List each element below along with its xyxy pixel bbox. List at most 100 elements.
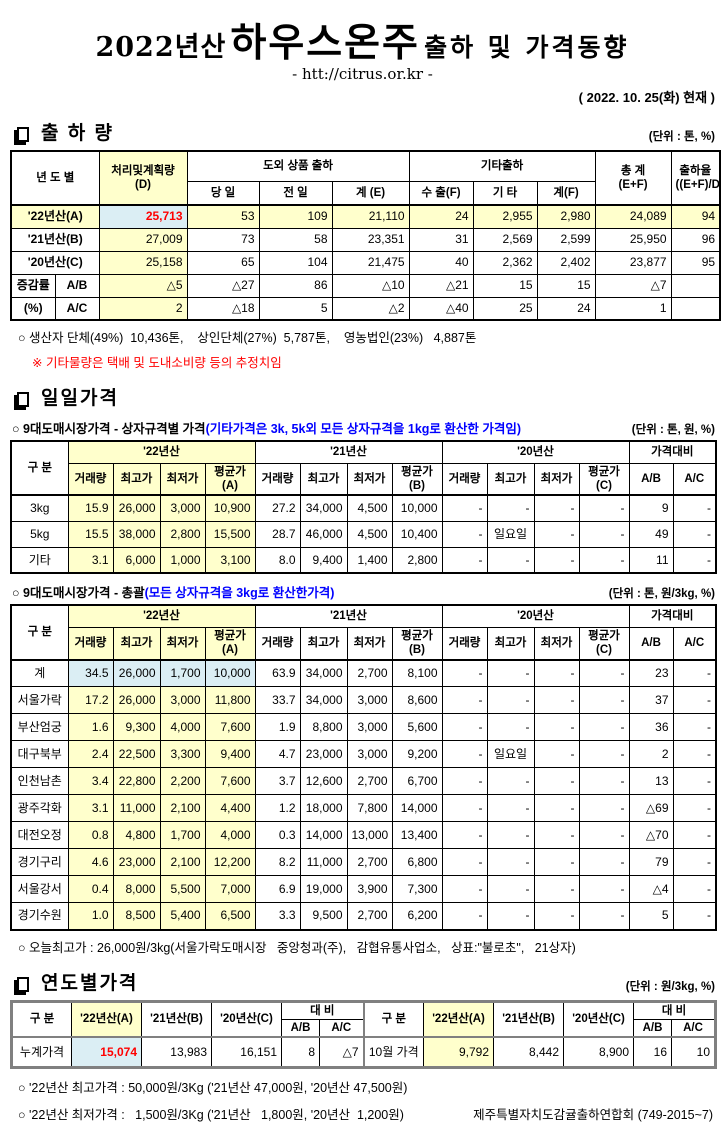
table-cell: 1,000 — [159, 546, 206, 574]
table-cell: - — [533, 902, 580, 930]
table-cell: 1.6 — [67, 713, 114, 741]
table-cell: - — [672, 686, 717, 714]
column-header: 대 비 — [633, 1000, 717, 1020]
table-cell: - — [441, 794, 488, 822]
table-cell: 18,000 — [299, 794, 348, 822]
column-header: A/C — [672, 626, 717, 661]
table-cell: 21,475 — [331, 250, 410, 275]
table-cell: - — [441, 821, 488, 849]
table-cell: 2,800 — [159, 520, 206, 548]
table-cell: 15.5 — [67, 520, 114, 548]
daily-subtitle-box-note: (기타가격은 3k, 5k외 모든 상자규격을 1kg로 환산한 가격임) — [205, 422, 522, 436]
col-year: 년 도 별 — [10, 150, 100, 206]
table-cell: - — [486, 875, 535, 903]
table-cell: 11,000 — [112, 794, 161, 822]
table-cell: - — [533, 686, 580, 714]
column-header: 가격대비 — [628, 604, 717, 628]
unit-label-box-table: (단위 : 톤, 원, %) — [631, 424, 715, 436]
table-cell: 86 — [258, 273, 333, 298]
column-header: 최저가 — [346, 626, 393, 661]
table-cell: 9,300 — [112, 713, 161, 741]
table-cell: 5 — [258, 296, 333, 321]
table-cell: 1,400 — [346, 546, 393, 574]
table-cell: 23,000 — [299, 740, 348, 768]
table-cell: - — [533, 848, 580, 876]
table-cell: - — [578, 875, 630, 903]
column-header: '22년산(A) — [423, 1000, 495, 1038]
unit-label-yearly: (단위 : 원/3kg, %) — [625, 980, 715, 993]
row-label: 부산엄궁 — [10, 713, 69, 741]
table-cell: 6.9 — [254, 875, 301, 903]
column-header: A/B — [628, 462, 674, 496]
row-label: '22년산(A) — [10, 204, 100, 229]
table-cell: 25,713 — [98, 204, 188, 229]
column-header: 최고가 — [112, 462, 161, 496]
col-planned: 처리및계획량 (D) — [98, 150, 188, 206]
table-cell: 34,000 — [299, 686, 348, 714]
table-cell: 2,700 — [346, 902, 393, 930]
table-cell: 95 — [670, 250, 721, 275]
table-cell: - — [578, 713, 630, 741]
row-label: 누계가격 — [11, 1036, 72, 1068]
row-label: 서울강서 — [10, 875, 69, 903]
table-cell: 15 — [472, 273, 538, 298]
column-header: A/C — [672, 462, 717, 496]
table-cell: - — [672, 546, 717, 574]
table-cell: 3,300 — [159, 740, 206, 768]
table-cell: 63.9 — [254, 658, 301, 687]
table-cell: 16 — [633, 1036, 673, 1068]
shipment-table: 년 도 별 처리및계획량 (D) 도외 상품 출하 기타출하 총 계 (E+F) 출하율 … — [10, 150, 722, 321]
row-label: 경기구리 — [10, 848, 69, 876]
column-header: 최저가 — [346, 462, 393, 496]
column-header: 최저가 — [159, 462, 206, 496]
table-cell: 8,500 — [112, 902, 161, 930]
table-cell: △4 — [628, 875, 674, 903]
daily-overall-price-table: 구 분 '22년산 '21년산 '20년산 가격대비 거래량 최고가 최저가 평균가(A) 거래량… — [10, 604, 718, 931]
table-cell: 2,700 — [346, 848, 393, 876]
table-cell: - — [672, 740, 717, 768]
table-cell: 9,200 — [391, 740, 443, 768]
table-cell: 9 — [628, 494, 674, 522]
table-cell: 7,300 — [391, 875, 443, 903]
table-cell: 3.7 — [254, 767, 301, 795]
table-cell: 9,792 — [423, 1036, 495, 1068]
table-cell: 2,569 — [472, 227, 538, 252]
table-cell: 8,100 — [391, 658, 443, 687]
table-cell: 11,800 — [204, 686, 256, 714]
table-cell: 5,400 — [159, 902, 206, 930]
table-cell: 15.9 — [67, 494, 114, 522]
footer-line-2: ○ '22년산 최저가격 : 1,500원/3Kg ('21년산 1,800원,… — [18, 1104, 715, 1123]
table-cell: 3,000 — [159, 494, 206, 522]
table-cell: 3,100 — [204, 546, 256, 574]
table-cell: 31 — [408, 227, 474, 252]
table-cell: 23,877 — [594, 250, 672, 275]
row-label: 10월 가격 — [362, 1036, 425, 1068]
table-cell: 13,000 — [346, 821, 393, 849]
table-cell: 73 — [186, 227, 260, 252]
table-cell: - — [533, 875, 580, 903]
table-cell: 13,400 — [391, 821, 443, 849]
table-cell: 24 — [536, 296, 596, 321]
column-header: 계 (E) — [331, 180, 410, 206]
table-cell: 16,151 — [211, 1036, 282, 1068]
table-cell: - — [578, 767, 630, 795]
column-header: 평균가(B) — [391, 462, 443, 496]
table-cell: △27 — [186, 273, 260, 298]
table-cell: 4,000 — [204, 821, 256, 849]
table-cell — [670, 273, 721, 298]
table-cell: 7,600 — [204, 713, 256, 741]
table-cell: - — [486, 546, 535, 574]
table-cell: 3.1 — [67, 546, 114, 574]
table-cell: 8,000 — [112, 875, 161, 903]
row-label: (%) — [10, 296, 56, 321]
col-category: 구 분 — [362, 1000, 425, 1038]
row-label: 경기수원 — [10, 902, 69, 930]
row-label: 인천남촌 — [10, 767, 69, 795]
table-cell: 2.4 — [67, 740, 114, 768]
table-cell: 34.5 — [67, 658, 114, 687]
table-cell: 2,700 — [346, 767, 393, 795]
table-cell: 12,600 — [299, 767, 348, 795]
table-cell: 4,800 — [112, 821, 161, 849]
table-cell: 96 — [670, 227, 721, 252]
row-label: 증감률 — [10, 273, 56, 298]
